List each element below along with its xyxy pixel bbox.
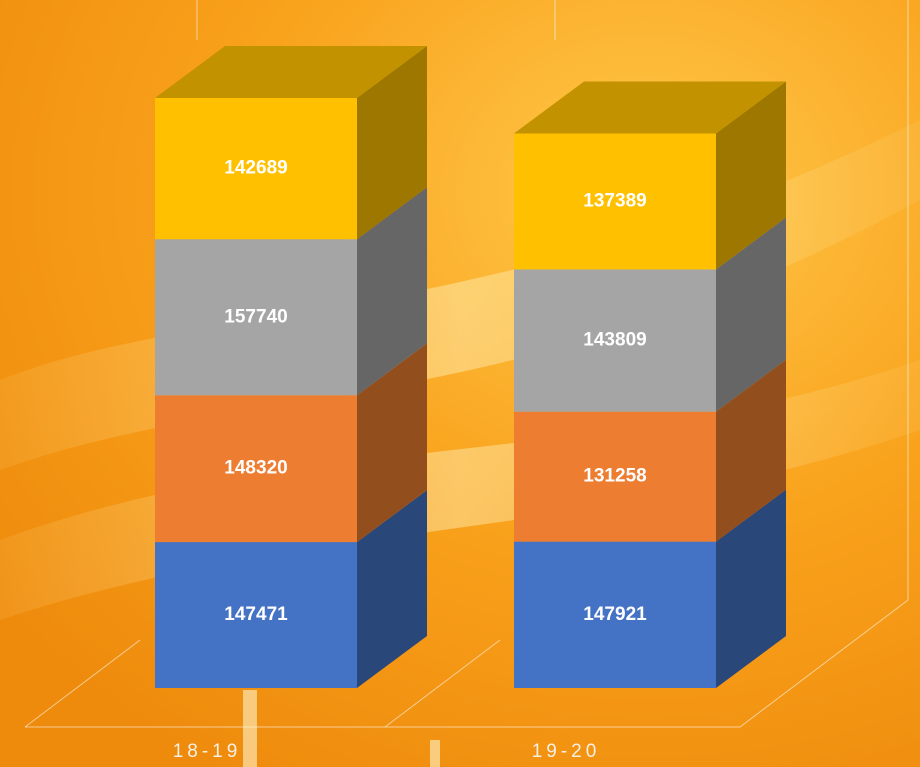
bar-front <box>514 541 716 688</box>
x-tick-label: 19-20 <box>532 741 601 762</box>
bar-side <box>357 46 427 240</box>
data-label: 131258 <box>583 466 646 487</box>
data-label: 157740 <box>224 306 287 327</box>
data-label: 148320 <box>224 458 287 479</box>
x-tick-label: 18-19 <box>173 741 242 762</box>
bar-front <box>155 542 357 688</box>
bar-segment <box>155 46 427 240</box>
axis-frame <box>24 0 909 728</box>
data-label: 143809 <box>583 330 646 351</box>
data-label: 137389 <box>583 190 646 211</box>
bar-segment <box>514 359 786 542</box>
bar-side <box>357 490 427 688</box>
bar-segment <box>155 343 427 543</box>
data-label: 147471 <box>224 604 288 625</box>
bar-side <box>716 217 786 412</box>
bar-front <box>514 133 716 270</box>
bar-side <box>716 81 786 270</box>
bar-front <box>155 395 357 543</box>
bar-top <box>155 46 427 98</box>
bar-side <box>357 187 427 396</box>
bar-top <box>514 81 786 134</box>
bar-side <box>716 359 786 542</box>
bar-segment <box>155 187 427 396</box>
bar-front <box>155 98 357 240</box>
light-beam <box>430 740 440 767</box>
bar-segment <box>514 217 786 412</box>
bar-segment <box>514 81 786 270</box>
light-beam <box>243 690 257 767</box>
bar-front <box>514 411 716 542</box>
data-label: 142689 <box>224 158 287 179</box>
bar-front <box>155 239 357 396</box>
bar-front <box>514 269 716 412</box>
data-label: 147921 <box>583 604 647 625</box>
bar-segment <box>155 490 427 688</box>
bar-side <box>357 343 427 543</box>
bar-side <box>716 489 786 688</box>
bar-segment <box>514 489 786 688</box>
